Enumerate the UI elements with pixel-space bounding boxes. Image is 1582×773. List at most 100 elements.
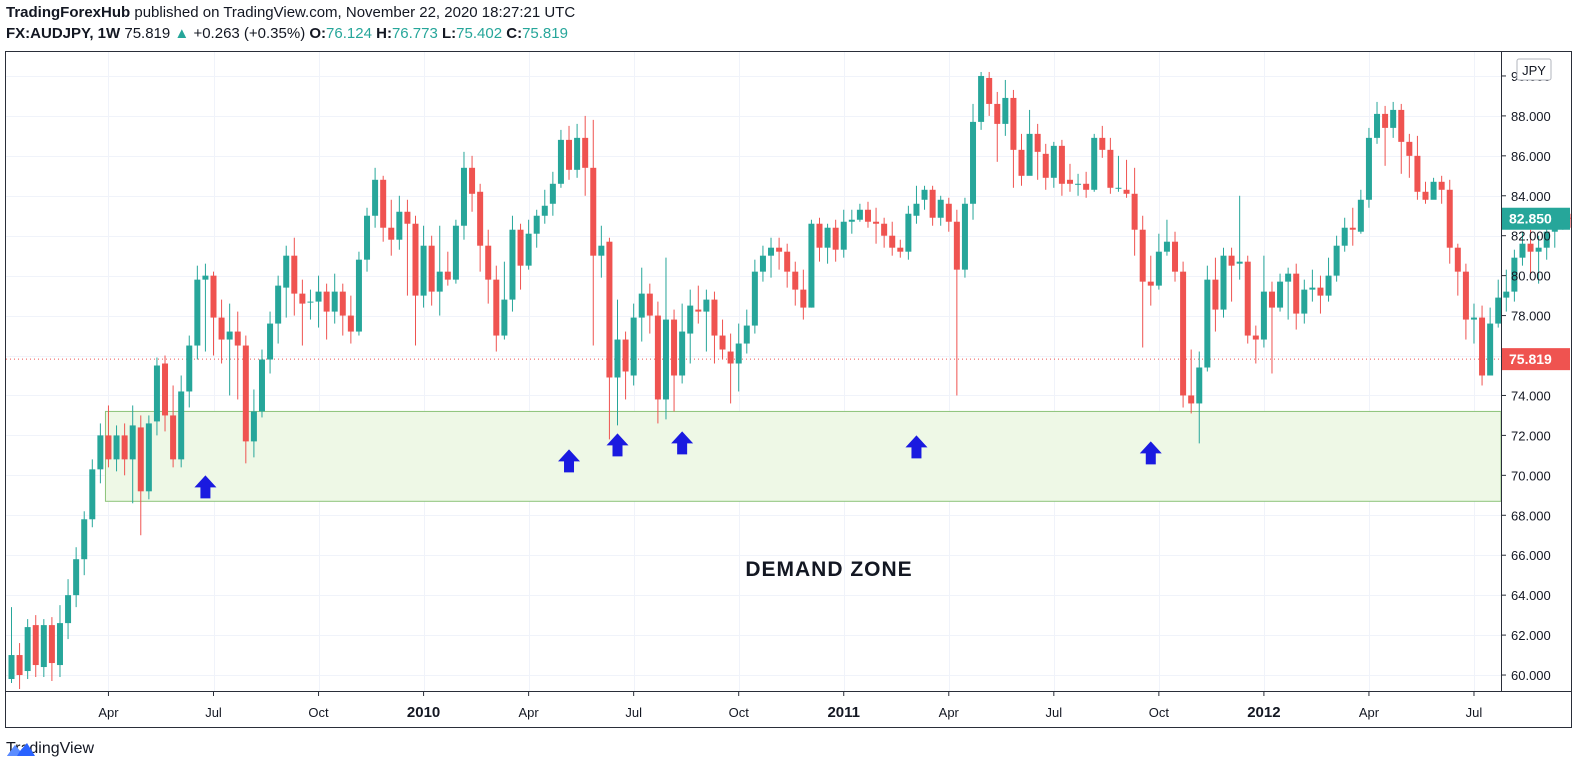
candle-body (509, 229, 516, 300)
candle-body (364, 215, 371, 260)
high-label: H: (376, 25, 392, 42)
current-price-label-box (1502, 348, 1570, 371)
candle-body (646, 293, 653, 316)
candle-body (525, 233, 532, 266)
candle-body (1180, 271, 1187, 396)
candle-body (1535, 247, 1542, 252)
candle-body (1519, 243, 1526, 258)
current-price-label: 75.819 (1509, 351, 1552, 367)
up-arrow-shape (1139, 441, 1162, 465)
price-change: +0.263 (+0.35%) (193, 25, 306, 42)
candle-body (355, 259, 362, 332)
candle-body (412, 223, 419, 296)
candle-body (1172, 241, 1179, 272)
high-value: 76.773 (391, 25, 438, 42)
candle-body (1268, 291, 1275, 308)
candle-body (913, 203, 920, 216)
candle-body (759, 255, 766, 272)
candle-body (307, 301, 314, 303)
up-arrow-icon: ▲ (174, 25, 190, 42)
time-tick-label: 2012 (1247, 704, 1280, 721)
candle-body (291, 255, 298, 294)
candlestick-chart[interactable]: DEMAND ZONE 60.000 62.000 64.000 66.000 68.00… (6, 52, 1571, 727)
candle-body (24, 627, 31, 672)
candle-body (250, 411, 257, 442)
candle-body (258, 359, 265, 412)
up-arrow-shape (606, 433, 629, 457)
price-tick-label: 70.000 (1511, 468, 1551, 483)
candle-body (727, 351, 734, 364)
price-tick-label: 82.000 (1511, 229, 1551, 244)
candle-body (388, 227, 395, 240)
candle-body (921, 189, 928, 200)
candle-body (1091, 137, 1098, 190)
candle-body (97, 435, 104, 470)
candle-body (1277, 281, 1284, 308)
candle-body (81, 519, 88, 560)
price-tick-label: 78.000 (1511, 309, 1551, 324)
candle-body (469, 167, 476, 194)
candle-body (178, 391, 185, 460)
candle-body (460, 167, 467, 226)
candle-body (1147, 281, 1154, 286)
candle-body (719, 335, 726, 350)
candle-body (234, 331, 241, 346)
candle-body (703, 299, 710, 312)
candle-body (137, 427, 144, 492)
candle-body (630, 317, 637, 376)
candle-body (622, 339, 629, 372)
candle-body (1163, 241, 1170, 252)
candle-body (1026, 133, 1033, 176)
candle-body (1107, 149, 1114, 188)
candle-body (743, 325, 750, 344)
candle-body (711, 299, 718, 336)
price-tick-label: 72.000 (1511, 428, 1551, 443)
price-tick-label: 60.000 (1511, 668, 1551, 683)
price-tick-label: 64.000 (1511, 588, 1551, 603)
up-arrow-icon (1139, 441, 1162, 465)
candle-body (1454, 247, 1461, 272)
candle-body (1349, 227, 1356, 230)
candle-body (1374, 113, 1381, 138)
candle-body (687, 305, 694, 334)
candle-body (671, 319, 678, 376)
author-name[interactable]: TradingForexHub (6, 4, 131, 21)
candle-body (808, 223, 815, 308)
candle-body (953, 221, 960, 270)
tradingview-logo-icon[interactable] (6, 740, 36, 758)
candle-body (1244, 261, 1251, 336)
candle-body (1196, 367, 1203, 404)
up-arrow-shape (905, 435, 928, 459)
chart-frame[interactable]: DEMAND ZONE 60.000 62.000 64.000 66.000 68.00… (5, 51, 1572, 728)
candle-body (695, 309, 702, 312)
candle-body (8, 655, 15, 680)
candle-body (1220, 255, 1227, 310)
candle-body (1066, 179, 1073, 184)
candle-body (929, 189, 936, 218)
price-tick-label: 66.000 (1511, 548, 1551, 563)
time-tick-label: Oct (308, 705, 329, 720)
currency-badge-box (1516, 58, 1552, 81)
candle-body (452, 225, 459, 280)
candle-body (380, 179, 387, 228)
candle-body (1139, 229, 1146, 282)
candle-body (485, 245, 492, 280)
up-arrow-icon (671, 431, 694, 455)
low-value: 75.402 (456, 25, 503, 42)
candle-body (283, 255, 290, 288)
candle-body (549, 183, 556, 204)
time-tick-label: Jul (1466, 705, 1483, 720)
close-value: 75.819 (522, 25, 568, 42)
price-tick-label: 80.000 (1511, 269, 1551, 284)
price-tick-label: 88.000 (1511, 109, 1551, 124)
candle-body (1042, 153, 1049, 178)
last-price: 75.819 (124, 25, 171, 42)
candle-body (945, 203, 952, 222)
time-tick-label: 2011 (827, 704, 860, 721)
candle-body (89, 469, 96, 520)
candle-body (56, 623, 63, 666)
candle-body (1527, 243, 1534, 252)
candle-body (1325, 275, 1332, 296)
demand-zone-rect (104, 410, 1502, 502)
candle-body (428, 245, 435, 292)
